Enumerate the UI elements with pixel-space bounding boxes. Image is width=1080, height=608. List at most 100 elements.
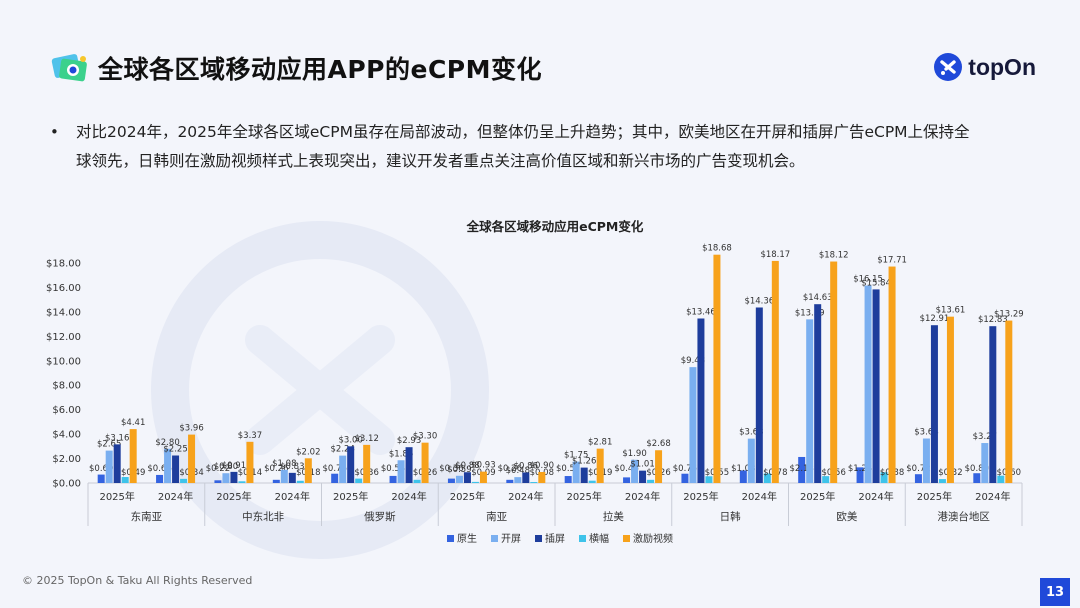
data-label: $0.76 bbox=[673, 464, 697, 474]
data-label: $0.46 bbox=[614, 464, 638, 474]
data-label: $2.24 bbox=[331, 445, 355, 455]
data-label: $3.30 bbox=[413, 432, 437, 442]
year-label: 2025年 bbox=[800, 490, 835, 503]
bar bbox=[97, 474, 105, 483]
data-label: $1.08 bbox=[272, 459, 296, 469]
data-label: $12.83 bbox=[978, 315, 1008, 325]
data-label: $0.69 bbox=[89, 464, 113, 474]
bar bbox=[538, 472, 546, 483]
data-label: $3.27 bbox=[973, 432, 997, 442]
data-label: $0.66 bbox=[147, 464, 171, 474]
bar bbox=[888, 266, 896, 483]
bar bbox=[180, 478, 188, 483]
bar bbox=[681, 473, 689, 483]
bar bbox=[771, 260, 779, 483]
data-label: $13.46 bbox=[686, 307, 716, 317]
y-tick-label: $2.00 bbox=[52, 454, 81, 465]
data-label: $1.03 bbox=[731, 464, 755, 474]
data-label: $18.68 bbox=[702, 244, 732, 254]
bar bbox=[246, 441, 254, 483]
legend-label: 插屏 bbox=[545, 532, 565, 545]
bar bbox=[989, 326, 997, 483]
data-label: $13.39 bbox=[795, 308, 825, 318]
bar bbox=[580, 467, 588, 483]
year-label: 2024年 bbox=[275, 490, 310, 503]
data-label: $2.13 bbox=[790, 464, 814, 474]
title-area: 全球各区域移动应用APP的eCPM变化 bbox=[50, 48, 542, 88]
data-label: $0.88 bbox=[455, 461, 479, 471]
bar bbox=[514, 477, 522, 483]
legend-swatch bbox=[623, 535, 630, 542]
legend-swatch bbox=[447, 535, 454, 542]
bar bbox=[389, 475, 397, 483]
year-label: 2024年 bbox=[975, 490, 1010, 503]
bar bbox=[655, 450, 663, 483]
legend-swatch bbox=[579, 535, 586, 542]
bar bbox=[463, 472, 471, 483]
region-label: 东南亚 bbox=[131, 510, 163, 523]
brand-name: topOn bbox=[968, 53, 1036, 80]
bar bbox=[355, 478, 363, 483]
chart-title: 全球各区域移动应用eCPM变化 bbox=[466, 219, 644, 234]
data-label: $3.64 bbox=[914, 428, 938, 438]
bullet-marker: • bbox=[50, 123, 59, 141]
data-label: $0.86 bbox=[514, 461, 538, 471]
bar bbox=[222, 473, 230, 483]
bar bbox=[113, 444, 121, 483]
data-label: $0.72 bbox=[906, 464, 930, 474]
bar bbox=[288, 472, 296, 483]
bar bbox=[631, 459, 639, 483]
year-label: 2025年 bbox=[99, 490, 134, 503]
bar bbox=[946, 316, 954, 483]
data-label: $4.41 bbox=[121, 418, 145, 428]
data-label: $13.61 bbox=[936, 306, 966, 316]
bar bbox=[413, 479, 421, 483]
data-label: $14.36 bbox=[744, 296, 774, 306]
bar bbox=[798, 456, 806, 483]
bar bbox=[588, 480, 596, 483]
bar bbox=[922, 438, 930, 483]
data-label: $13.29 bbox=[994, 310, 1024, 320]
bar bbox=[763, 473, 771, 483]
bar bbox=[973, 473, 981, 483]
data-label: $0.80 bbox=[214, 462, 238, 472]
bar bbox=[689, 367, 697, 483]
legend-swatch bbox=[535, 535, 542, 542]
year-label: 2024年 bbox=[858, 490, 893, 503]
bar bbox=[156, 474, 164, 483]
y-tick-label: $16.00 bbox=[46, 283, 81, 294]
data-label: $2.81 bbox=[588, 438, 612, 448]
bar bbox=[914, 474, 922, 483]
data-label: $3.37 bbox=[238, 431, 262, 441]
bar bbox=[230, 471, 238, 483]
bar bbox=[705, 476, 713, 483]
data-label: $18.12 bbox=[819, 251, 849, 261]
bar bbox=[397, 460, 405, 483]
bar bbox=[164, 448, 172, 483]
bar bbox=[129, 429, 137, 483]
year-label: 2024年 bbox=[158, 490, 193, 503]
bar bbox=[564, 476, 572, 483]
year-label: 2024年 bbox=[742, 490, 777, 503]
y-tick-label: $12.00 bbox=[46, 332, 81, 343]
bar bbox=[479, 471, 487, 483]
ecpm-bar-chart: 全球各区域移动应用eCPM变化 $0.00 $2.00 $4.00 $6.00 $8.00… bbox=[46, 219, 1024, 545]
bar bbox=[1005, 320, 1013, 483]
bar bbox=[188, 434, 196, 483]
data-label: $2.93 bbox=[397, 436, 421, 446]
data-label: $18.17 bbox=[760, 250, 790, 260]
bar bbox=[238, 481, 246, 483]
year-label: 2025年 bbox=[683, 490, 718, 503]
region-label: 南亚 bbox=[486, 510, 507, 523]
bar bbox=[814, 304, 822, 483]
y-tick-label: $6.00 bbox=[52, 405, 81, 416]
data-label: $16.15 bbox=[853, 275, 883, 285]
bar bbox=[447, 478, 455, 483]
data-label: $2.25 bbox=[163, 445, 187, 455]
year-label: 2025年 bbox=[917, 490, 952, 503]
data-label: $1.28 bbox=[848, 464, 872, 474]
bar bbox=[304, 458, 312, 483]
bar bbox=[830, 261, 838, 483]
bar bbox=[522, 472, 530, 483]
bar bbox=[864, 285, 872, 483]
